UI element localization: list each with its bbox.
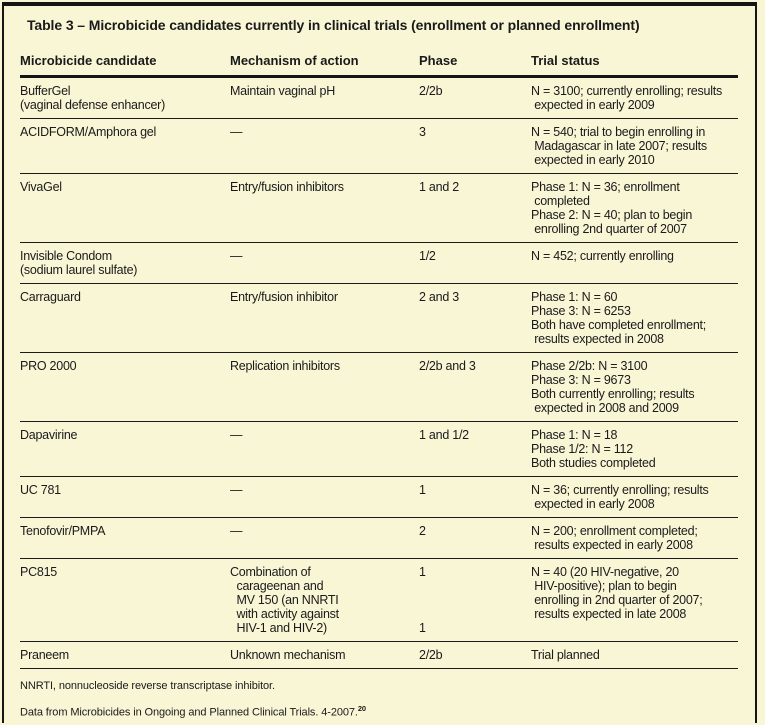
- table-footnotes: NNRTI, nonnucleoside reverse transcripta…: [20, 669, 738, 720]
- cell-phase: 2/2b: [419, 84, 443, 98]
- cell-candidate: Dapavirine: [20, 428, 78, 442]
- cell-candidate: Tenofovir/PMPA: [20, 524, 106, 538]
- table-row: BufferGel (vaginal defense enhancer) Mai…: [20, 78, 738, 119]
- cell-mechanism: Maintain vaginal pH: [230, 84, 336, 98]
- cell-candidate: BufferGel (vaginal defense enhancer): [20, 84, 165, 112]
- footnote-abbreviation: NNRTI, nonnucleoside reverse transcripta…: [20, 680, 275, 692]
- cell-status: N = 452; currently enrolling: [531, 249, 674, 263]
- cell-mechanism: —: [230, 249, 243, 263]
- cell-candidate: Invisible Condom (sodium laurel sulfate): [20, 249, 138, 277]
- cell-candidate: PC815: [20, 565, 57, 579]
- table-row: VivaGel Entry/fusion inhibitors 1 and 2 …: [20, 174, 738, 243]
- cell-status: Trial planned: [531, 648, 600, 662]
- cell-phase: 2: [419, 524, 426, 538]
- table-row: PC815 Combination of carageenan and MV 1…: [20, 559, 738, 642]
- table-header-row: Microbicide candidate Mechanism of actio…: [20, 49, 738, 78]
- table-row: Dapavirine — 1 and 1/2 Phase 1: N = 18 P…: [20, 422, 738, 477]
- table-row: Tenofovir/PMPA — 2 N = 200; enrollment c…: [20, 518, 738, 559]
- cell-status: Phase 2/2b: N = 3100 Phase 3: N = 9673 B…: [531, 359, 695, 415]
- cell-phase: 1/2: [419, 249, 436, 263]
- cell-status: N = 40 (20 HIV-negative, 20 HIV-positive…: [531, 565, 703, 621]
- table-title: Table 3 – Microbicide candidates current…: [27, 17, 640, 33]
- cell-mechanism: —: [230, 125, 243, 139]
- footnote-source: Data from Microbicides in Ongoing and Pl…: [20, 702, 738, 720]
- cell-candidate: VivaGel: [20, 180, 62, 194]
- cell-candidate: UC 781: [20, 483, 61, 497]
- column-header-mechanism: Mechanism of action: [230, 53, 359, 68]
- cell-candidate: Carraguard: [20, 290, 81, 304]
- cell-status: Phase 1: N = 18 Phase 1/2: N = 112 Both …: [531, 428, 656, 470]
- cell-mechanism: Replication inhibitors: [230, 359, 340, 373]
- cell-mechanism: Combination of carageenan and MV 150 (an…: [230, 565, 339, 635]
- cell-phase: 1 1: [419, 565, 426, 635]
- table-row: ACIDFORM/Amphora gel — 3 N = 540; trial …: [20, 119, 738, 174]
- cell-candidate: PRO 2000: [20, 359, 77, 373]
- cell-mechanism: Entry/fusion inhibitors: [230, 180, 344, 194]
- footnote-source-text: Data from Microbicides in Ongoing and Pl…: [20, 706, 358, 719]
- cell-status: N = 540; trial to begin enrolling in Mad…: [531, 125, 707, 167]
- table-row: PRO 2000 Replication inhibitors 2/2b and…: [20, 353, 738, 422]
- table-row: Carraguard Entry/fusion inhibitor 2 and …: [20, 284, 738, 353]
- footnote-source-ref: 20: [357, 704, 366, 713]
- cell-mechanism: —: [230, 483, 243, 497]
- cell-phase: 1 and 1/2: [419, 428, 469, 442]
- cell-mechanism: Entry/fusion inhibitor: [230, 290, 338, 304]
- cell-phase: 3: [419, 125, 426, 139]
- cell-phase: 2/2b: [419, 648, 443, 662]
- cell-status: N = 200; enrollment completed; results e…: [531, 524, 698, 552]
- cell-status: N = 3100; currently enrolling; results e…: [531, 84, 722, 112]
- cell-mechanism: —: [230, 428, 243, 442]
- table-row: Invisible Condom (sodium laurel sulfate)…: [20, 243, 738, 284]
- cell-phase: 1 and 2: [419, 180, 459, 194]
- cell-phase: 2 and 3: [419, 290, 459, 304]
- cell-phase: 1: [419, 483, 426, 497]
- cell-candidate: Praneem: [20, 648, 69, 662]
- column-header-trial-status: Trial status: [531, 53, 600, 68]
- column-header-phase: Phase: [419, 53, 458, 68]
- table-row: UC 781 — 1 N = 36; currently enrolling; …: [20, 477, 738, 518]
- cell-mechanism: —: [230, 524, 243, 538]
- cell-candidate: ACIDFORM/Amphora gel: [20, 125, 157, 139]
- cell-status: Phase 1: N = 60 Phase 3: N = 6253 Both h…: [531, 290, 706, 346]
- cell-status: Phase 1: N = 36; enrollment completed Ph…: [531, 180, 693, 236]
- column-header-candidate: Microbicide candidate: [20, 53, 157, 68]
- cell-status: N = 36; currently enrolling; results exp…: [531, 483, 709, 511]
- cell-mechanism: Unknown mechanism: [230, 648, 346, 662]
- table-row: Praneem Unknown mechanism 2/2b Trial pla…: [20, 642, 738, 669]
- cell-phase: 2/2b and 3: [419, 359, 476, 373]
